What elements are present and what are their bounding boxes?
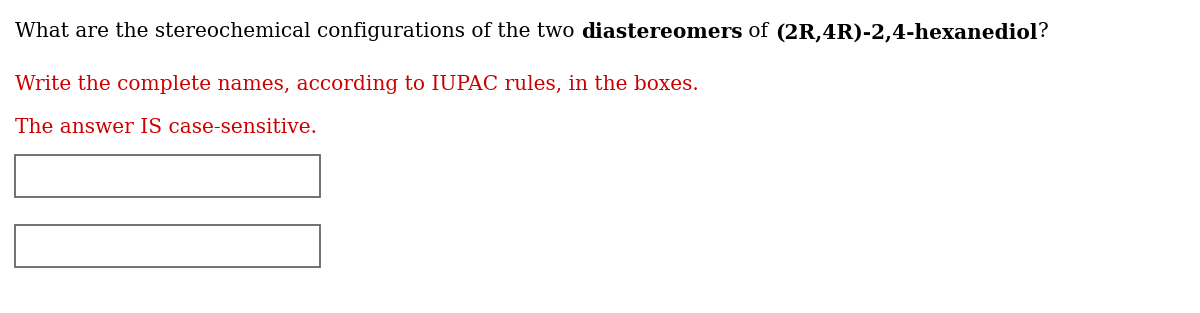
Bar <box>14 155 320 197</box>
Text: The answer IS case-sensitive.: The answer IS case-sensitive. <box>14 118 317 137</box>
Bar <box>14 225 320 267</box>
Text: What are the stereochemical configurations of the two: What are the stereochemical configuratio… <box>14 22 581 41</box>
Text: diastereomers: diastereomers <box>581 22 743 42</box>
Text: of: of <box>743 22 775 41</box>
Text: (2R,4R)-2,4-hexanediol: (2R,4R)-2,4-hexanediol <box>775 22 1037 42</box>
Text: ?: ? <box>1037 22 1048 41</box>
Text: Write the complete names, according to IUPAC rules, in the boxes.: Write the complete names, according to I… <box>14 75 698 94</box>
